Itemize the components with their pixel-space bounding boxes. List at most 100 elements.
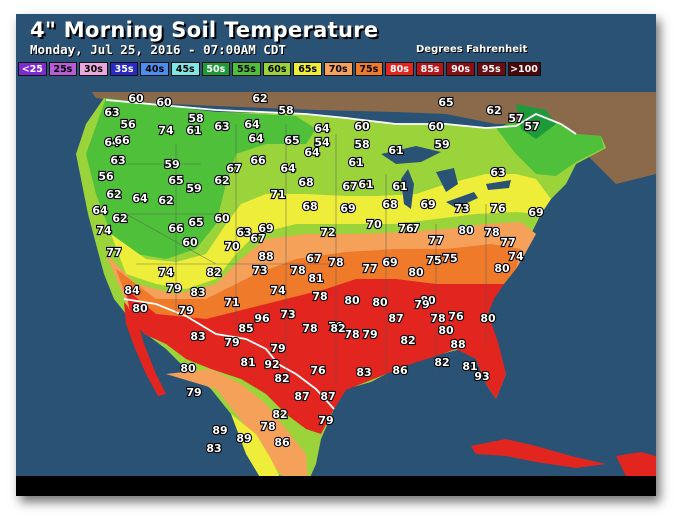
temperature-reading: 61 bbox=[388, 144, 403, 157]
temperature-reading: 72 bbox=[320, 226, 335, 239]
temperature-reading: 79 bbox=[318, 414, 333, 427]
lake-erie bbox=[446, 192, 478, 208]
temperature-reading: 58 bbox=[354, 138, 369, 151]
temperature-reading: 81 bbox=[308, 272, 323, 285]
legend-swatch: 70s bbox=[323, 62, 353, 76]
temperature-reading: 92 bbox=[264, 358, 279, 371]
canada-landmass bbox=[86, 84, 656, 184]
baja-peninsula bbox=[124, 302, 166, 396]
temperature-reading: 83 bbox=[356, 366, 371, 379]
temperature-reading: 60 bbox=[156, 96, 172, 109]
zone-50s bbox=[516, 104, 556, 139]
temperature-reading: 79 bbox=[178, 304, 193, 317]
temperature-reading: 80 bbox=[372, 296, 388, 309]
temperature-reading: 73 bbox=[252, 264, 267, 277]
temperature-reading: 65 bbox=[168, 174, 183, 187]
legend-swatch: 75s bbox=[354, 62, 384, 76]
temperature-reading: 63 bbox=[110, 154, 125, 167]
temperature-reading: 86 bbox=[274, 436, 290, 449]
map-header: 4" Morning Soil Temperature Monday, Jul … bbox=[16, 14, 656, 92]
zone-55s bbox=[86, 98, 316, 259]
temperature-reading: 66 bbox=[114, 134, 130, 147]
temperature-reading: 76 bbox=[398, 222, 414, 235]
us-mexico-border bbox=[123, 298, 335, 410]
temperature-reading: 80 bbox=[420, 294, 436, 307]
temperature-reading: 78 bbox=[484, 226, 499, 239]
temperature-reading: 78 bbox=[312, 290, 327, 303]
legend-swatch: 35s bbox=[109, 62, 139, 76]
temperature-reading: 61 bbox=[358, 178, 373, 191]
temperature-reading: 83 bbox=[206, 442, 221, 455]
temperature-reading: 79 bbox=[328, 320, 343, 333]
legend-swatch: 45s bbox=[170, 62, 200, 76]
temperature-reading: 58 bbox=[188, 112, 203, 125]
temperature-reading: 74 bbox=[270, 284, 286, 297]
temperature-reading: 59 bbox=[164, 158, 179, 171]
temperature-reading: 73 bbox=[454, 202, 469, 215]
temperature-reading: 83 bbox=[190, 286, 205, 299]
map-frame: 60 60 62 58 65 62 57 63 56 74 58 61 63 64 64 60 60 57 64 66… bbox=[16, 14, 656, 496]
temperature-reading: 62 bbox=[106, 188, 121, 201]
color-legend: <25 25s 30s 35s 40s 45s 50s 55s 60s 65s 70s 75s 80s 8… bbox=[18, 62, 543, 78]
temperature-reading: 79 bbox=[186, 386, 201, 399]
us-canada-border bbox=[105, 99, 577, 135]
temperature-reading: 59 bbox=[434, 138, 449, 151]
temperature-reading: 66 bbox=[250, 154, 266, 167]
temperature-reading: 89 bbox=[236, 432, 251, 445]
temperature-reading: 69 bbox=[382, 256, 397, 269]
temperature-reading: 82 bbox=[274, 372, 289, 385]
temperature-reading: 56 bbox=[120, 118, 136, 131]
temperature-reading: 57 bbox=[524, 120, 539, 133]
temperature-reading: 81 bbox=[462, 360, 477, 373]
lake-superior bbox=[381, 146, 441, 164]
legend-swatch: 55s bbox=[232, 62, 261, 76]
legend-swatch: 95s bbox=[476, 62, 506, 76]
temperature-reading: 88 bbox=[258, 250, 273, 263]
temperature-reading: 80 bbox=[408, 266, 424, 279]
temperature-reading: 79 bbox=[270, 342, 285, 355]
temperature-reading: 80 bbox=[180, 362, 196, 375]
temperature-reading: 70 bbox=[224, 240, 240, 253]
temperature-reading: 69 bbox=[340, 202, 355, 215]
temperature-reading: 81 bbox=[240, 356, 255, 369]
temperature-reading: 74 bbox=[96, 224, 112, 237]
legend-swatch: 65s bbox=[293, 62, 322, 76]
temperature-reading: 61 bbox=[186, 124, 201, 137]
legend-swatch: 30s bbox=[79, 62, 108, 76]
page-title: 4" Morning Soil Temperature bbox=[30, 18, 379, 42]
temperature-reading: 60 bbox=[428, 120, 444, 133]
temperature-reading: 73 bbox=[280, 308, 295, 321]
temperature-reading: 69 bbox=[258, 222, 273, 235]
temperature-reading: 66 bbox=[168, 222, 184, 235]
temperature-reading: 61 bbox=[392, 180, 407, 193]
temperature-reading: 80 bbox=[438, 324, 454, 337]
temperature-reading: 65 bbox=[188, 216, 203, 229]
temperature-reading: 82 bbox=[400, 334, 415, 347]
temperature-reading: 74 bbox=[158, 266, 174, 279]
temperature-reading: 82 bbox=[434, 356, 449, 369]
temperature-reading: 60 bbox=[214, 212, 230, 225]
temperature-reading: 77 bbox=[404, 222, 419, 235]
temperature-reading: 77 bbox=[106, 246, 121, 259]
temperature-reading: 75 bbox=[442, 252, 457, 265]
temperature-reading: 83 bbox=[190, 330, 205, 343]
zone-80s bbox=[126, 279, 506, 434]
temperature-reading: 64 bbox=[244, 118, 260, 131]
temperature-reading: 80 bbox=[132, 302, 148, 315]
legend-swatch: 40s bbox=[140, 62, 169, 76]
temperature-reading: 78 bbox=[430, 312, 445, 325]
legend-swatch: 25s bbox=[48, 62, 78, 76]
temperature-reading: 69 bbox=[528, 206, 543, 219]
temperature-reading: 58 bbox=[278, 104, 293, 117]
temperature-reading: 63 bbox=[104, 106, 119, 119]
temperature-reading: 70 bbox=[366, 218, 382, 231]
temperature-reading: 88 bbox=[450, 338, 465, 351]
temperature-reading: 76 bbox=[310, 364, 326, 377]
temperature-reading: 77 bbox=[428, 234, 443, 247]
temperature-reading: 67 bbox=[250, 232, 265, 245]
units-label: Degrees Fahrenheit bbox=[416, 44, 528, 55]
zone-65s bbox=[111, 174, 551, 289]
legend-swatch: 85s bbox=[415, 62, 445, 76]
temperature-reading: 76 bbox=[448, 310, 464, 323]
temperature-reading: 57 bbox=[508, 112, 523, 125]
